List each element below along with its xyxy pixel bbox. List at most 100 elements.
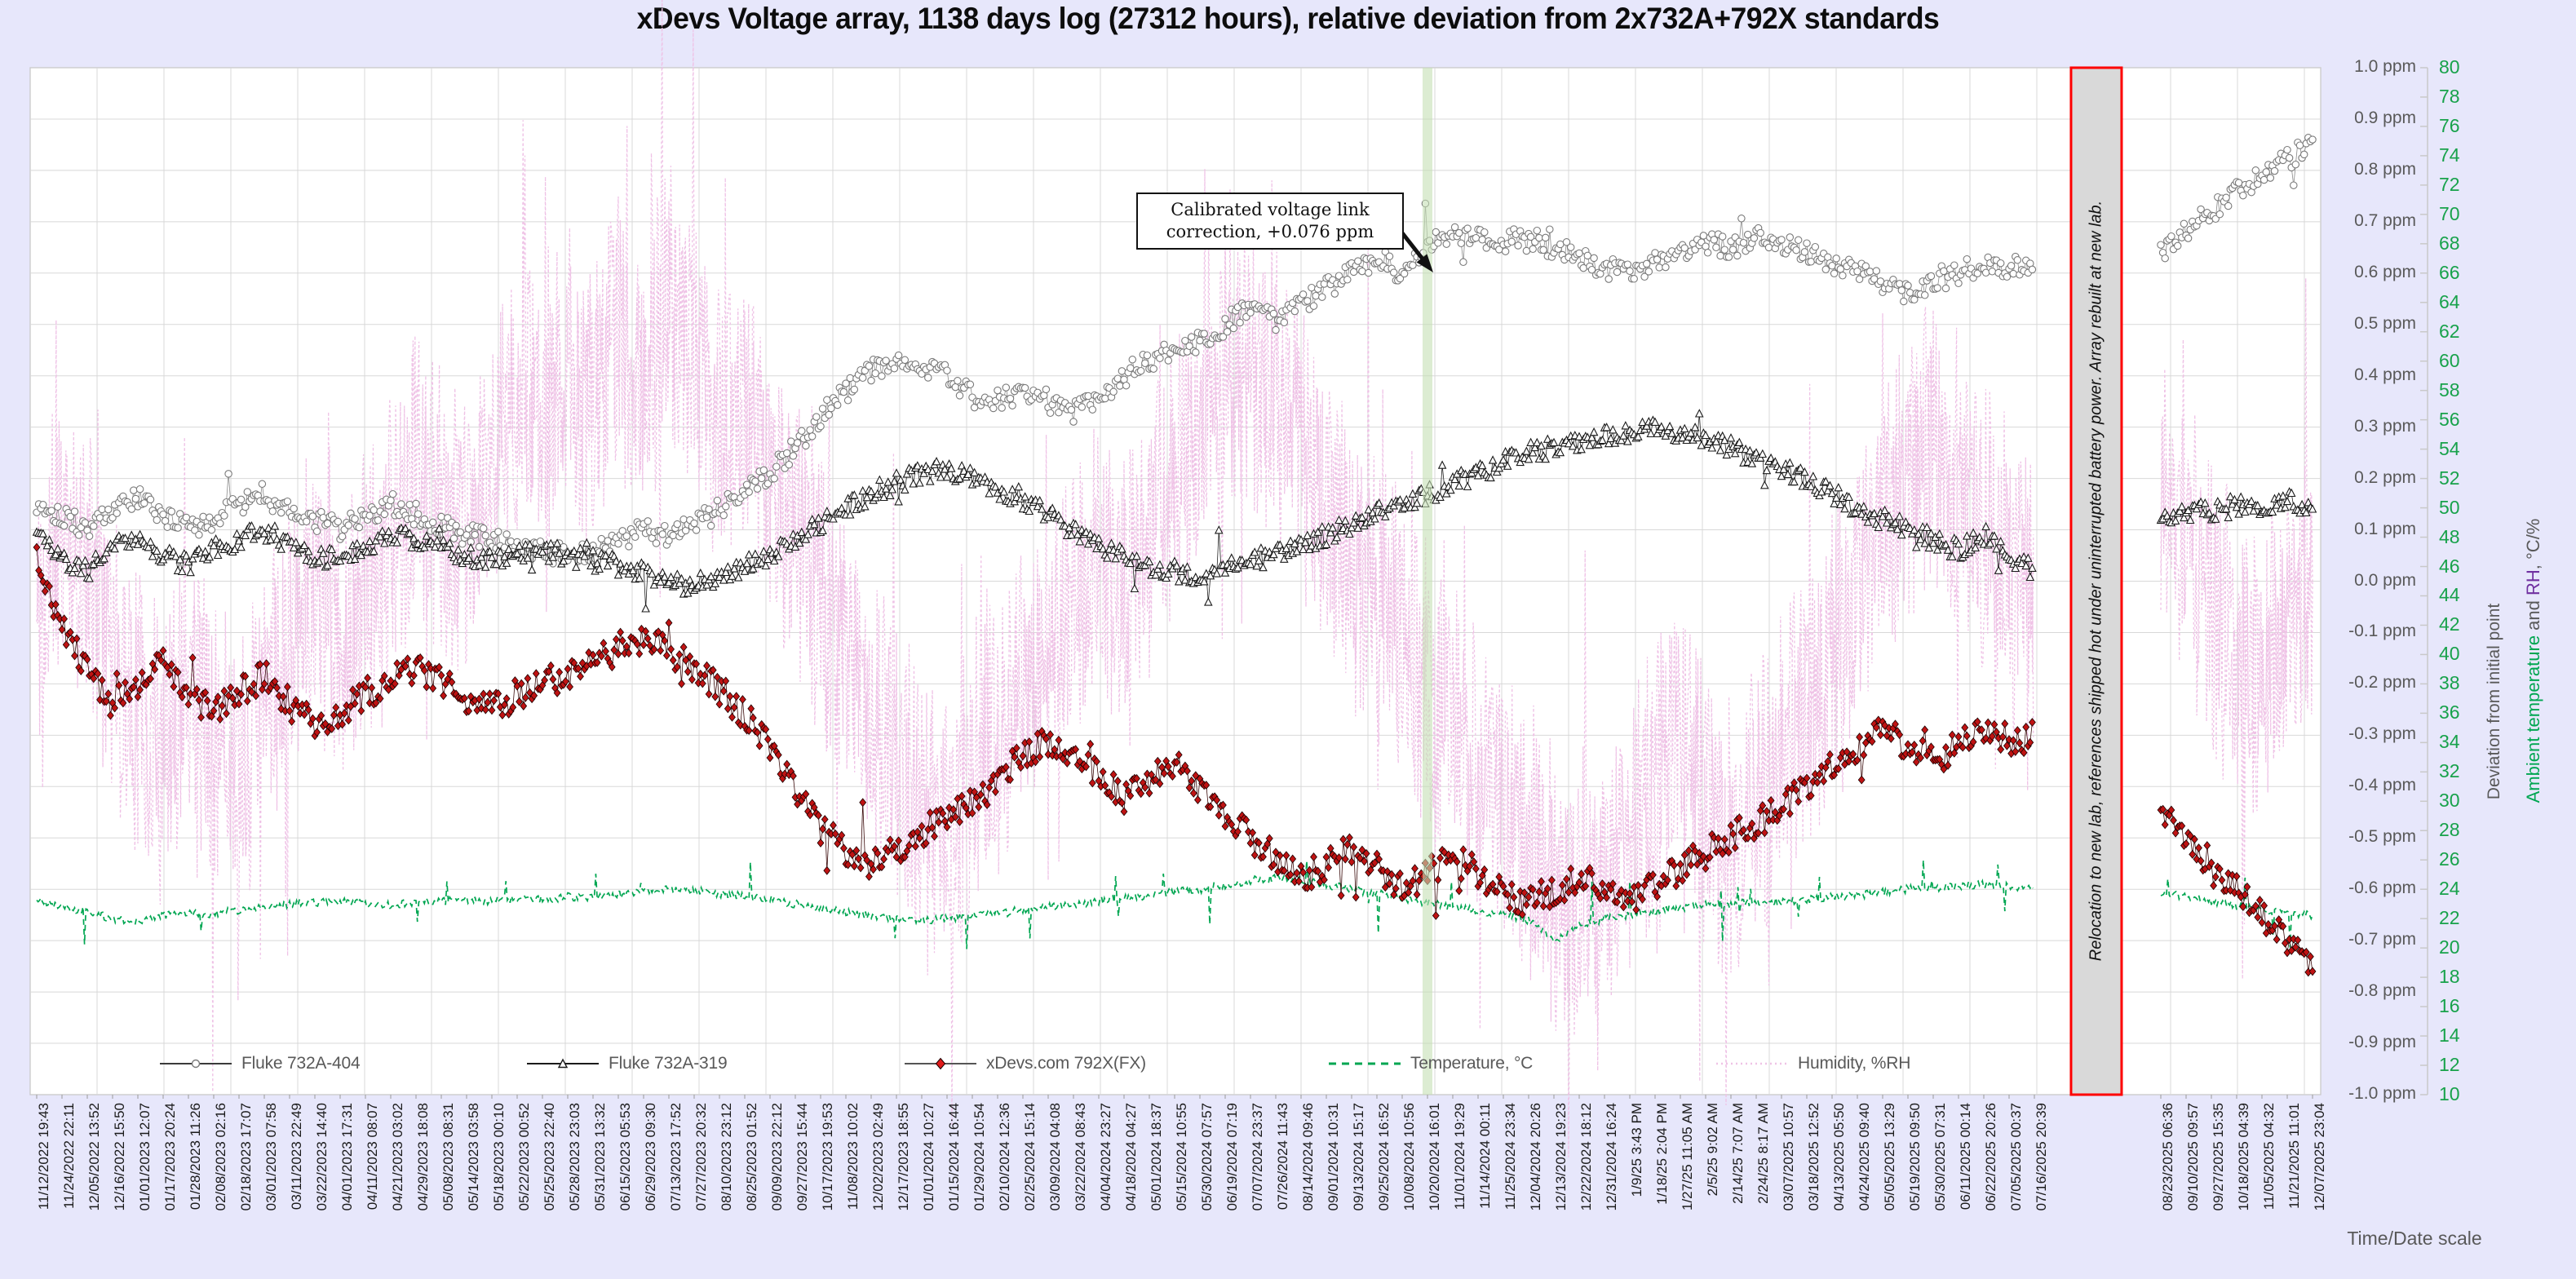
- x-tick-label: 01/17/2023 20:24: [162, 1103, 178, 1211]
- temp-rh-tick-label: 24: [2439, 878, 2460, 900]
- x-tick-label: 03/22/2023 14:40: [314, 1103, 330, 1211]
- legend-item-732a-319: Fluke 732A-319: [525, 1054, 728, 1073]
- temp-rh-axis-title-part: and: [2523, 595, 2543, 635]
- x-tick-label: 07/16/2025 20:39: [2034, 1103, 2049, 1211]
- x-tick-label: 05/30/2024 07:57: [1199, 1103, 1215, 1211]
- x-tick-label: 05/01/2024 18:37: [1149, 1103, 1164, 1211]
- x-tick-label: 09/13/2024 15:17: [1351, 1103, 1366, 1211]
- legend-label: xDevs.com 792X(FX): [986, 1054, 1146, 1073]
- x-tick-label: 12/22/2024 18:12: [1578, 1103, 1594, 1211]
- temp-rh-tick-label: 62: [2439, 320, 2460, 342]
- x-tick-label: 06/29/2023 09:30: [643, 1103, 658, 1211]
- temp-rh-tick-label: 42: [2439, 613, 2460, 635]
- x-tick-label: 03/11/2023 22:49: [289, 1103, 304, 1210]
- x-tick-label: 03/09/2024 04:08: [1047, 1103, 1063, 1211]
- ppm-tick-label: 0.8 ppm: [2354, 159, 2416, 179]
- x-axis-title: Time/Date scale: [2347, 1228, 2482, 1249]
- temp-rh-tick-label: 20: [2439, 936, 2460, 958]
- x-tick-label: 06/15/2023 05:53: [617, 1103, 633, 1211]
- ppm-tick-label: 0.3 ppm: [2354, 416, 2416, 436]
- x-tick-label: 02/25/2024 15:14: [1022, 1103, 1038, 1211]
- x-tick-label: 04/13/2025 05:50: [1831, 1103, 1847, 1211]
- x-tick-label: 05/30/2025 07:31: [1932, 1103, 1948, 1211]
- legend-item-temperature: Temperature, °C: [1327, 1054, 1533, 1073]
- x-tick-label: 09/27/2023 15:44: [794, 1103, 810, 1211]
- temp-rh-tick-label: 76: [2439, 114, 2460, 136]
- x-tick-label: 08/10/2023 23:12: [719, 1103, 734, 1211]
- x-tick-label: 10/18/2025 04:39: [2236, 1103, 2251, 1211]
- x-tick-label: 1/9/25 3:43 PM: [1629, 1103, 1644, 1197]
- calibration-callout-text: Calibrated voltage link correction, +0.0…: [1166, 199, 1374, 241]
- x-tick-label: 2/14/25 7:07 AM: [1730, 1103, 1746, 1204]
- temp-rh-tick-label: 64: [2439, 290, 2460, 312]
- x-tick-label: 03/18/2025 12:52: [1806, 1103, 1821, 1211]
- triangle-marker-icon: [527, 1058, 599, 1069]
- x-tick-label: 01/29/2024 10:54: [972, 1103, 987, 1211]
- x-tick-label: 12/05/2022 13:52: [86, 1103, 102, 1211]
- temp-rh-tick-label: 40: [2439, 643, 2460, 665]
- x-tick-label: 1/18/25 2:04 PM: [1654, 1103, 1670, 1205]
- x-tick-label: 08/25/2023 01:52: [744, 1103, 759, 1211]
- ppm-tick-label: -0.2 ppm: [2348, 673, 2416, 693]
- temp-rh-tick-label: 10: [2439, 1083, 2460, 1104]
- x-tick-label: 05/14/2023 03:58: [466, 1103, 481, 1211]
- x-tick-label: 05/18/2023 00:10: [491, 1103, 507, 1211]
- x-tick-label: 01/01/2023 12:07: [137, 1103, 153, 1211]
- x-tick-label: 01/15/2024 16:44: [946, 1103, 962, 1211]
- x-tick-label: 2/24/25 8:17 AM: [1755, 1103, 1771, 1204]
- green-dash-icon: [1329, 1062, 1401, 1065]
- legend-item-humidity: Humidity, %RH: [1715, 1054, 1910, 1073]
- page-title: xDevs Voltage array, 1138 days log (2731…: [636, 2, 1940, 35]
- x-tick-label: 1/27/25 11:05 AM: [1680, 1103, 1695, 1211]
- ppm-tick-label: 0.4 ppm: [2354, 365, 2416, 384]
- x-tick-label: 08/23/2025 06:36: [2160, 1103, 2175, 1211]
- ppm-tick-label: 1.0 ppm: [2354, 57, 2416, 76]
- calibration-callout: Calibrated voltage link correction, +0.0…: [1136, 193, 1404, 250]
- ppm-tick-label: 0.7 ppm: [2354, 210, 2416, 230]
- temp-rh-tick-label: 60: [2439, 349, 2460, 371]
- x-tick-label: 04/04/2024 23:27: [1098, 1103, 1113, 1211]
- x-tick-label: 06/19/2024 07:19: [1224, 1103, 1240, 1211]
- ppm-tick-label: 0.0 ppm: [2354, 570, 2416, 590]
- temp-rh-tick-label: 52: [2439, 467, 2460, 489]
- temp-rh-axis-title-part: , °C/%: [2523, 518, 2543, 570]
- x-tick-label: 12/13/2024 19:23: [1553, 1103, 1569, 1211]
- temp-rh-tick-label: 68: [2439, 232, 2460, 254]
- x-tick-label: 09/01/2024 10:31: [1326, 1103, 1341, 1211]
- x-tick-label: 12/02/2023 02:49: [870, 1103, 886, 1211]
- temp-rh-axis-title-part: RH: [2523, 569, 2543, 595]
- x-tick-label: 04/29/2023 18:08: [415, 1103, 431, 1211]
- temp-rh-tick-label: 44: [2439, 584, 2460, 606]
- x-tick-label: 09/25/2024 16:52: [1376, 1103, 1392, 1211]
- x-tick-label: 05/28/2023 23:03: [567, 1103, 582, 1211]
- ppm-tick-label: -0.5 ppm: [2348, 827, 2416, 847]
- legend-label: Fluke 732A-319: [609, 1054, 728, 1073]
- temp-rh-axis-title-part: Ambient temperature: [2523, 635, 2543, 803]
- x-tick-label: 09/09/2023 22:12: [769, 1103, 785, 1211]
- x-tick-label: 09/10/2025 09:57: [2185, 1103, 2201, 1211]
- pink-dot-icon: [1716, 1062, 1788, 1065]
- x-tick-label: 06/11/2025 00:14: [1958, 1103, 1973, 1210]
- x-tick-label: 12/07/2025 23:04: [2312, 1103, 2327, 1211]
- ppm-tick-label: -0.7 ppm: [2348, 930, 2416, 949]
- x-tick-label: 05/19/2025 09:50: [1907, 1103, 1923, 1211]
- x-tick-label: 10/17/2023 19:53: [820, 1103, 835, 1211]
- temp-rh-tick-label: 48: [2439, 525, 2460, 547]
- ppm-tick-label: -0.8 ppm: [2348, 981, 2416, 1001]
- x-tick-label: 11/21/2025 11:01: [2286, 1103, 2302, 1209]
- x-tick-label: 06/22/2025 20:26: [1983, 1103, 1998, 1211]
- x-tick-label: 12/16/2022 15:50: [112, 1103, 127, 1211]
- x-tick-label: 07/26/2024 11:43: [1275, 1103, 1290, 1210]
- ppm-tick-label: -1.0 ppm: [2348, 1084, 2416, 1103]
- temp-rh-tick-label: 30: [2439, 790, 2460, 812]
- x-tick-label: 05/31/2023 13:32: [592, 1103, 608, 1211]
- temp-rh-tick-label: 28: [2439, 819, 2460, 841]
- x-tick-label: 11/08/2023 10:02: [845, 1103, 861, 1210]
- x-tick-label: 2/5/25 9:02 AM: [1705, 1103, 1720, 1197]
- ppm-tick-label: 0.5 ppm: [2354, 313, 2416, 333]
- temp-rh-tick-label: 18: [2439, 966, 2460, 988]
- ppm-tick-label: 0.9 ppm: [2354, 108, 2416, 127]
- x-tick-label: 03/01/2023 07:58: [263, 1103, 279, 1211]
- x-tick-label: 11/25/2024 23:34: [1503, 1103, 1518, 1210]
